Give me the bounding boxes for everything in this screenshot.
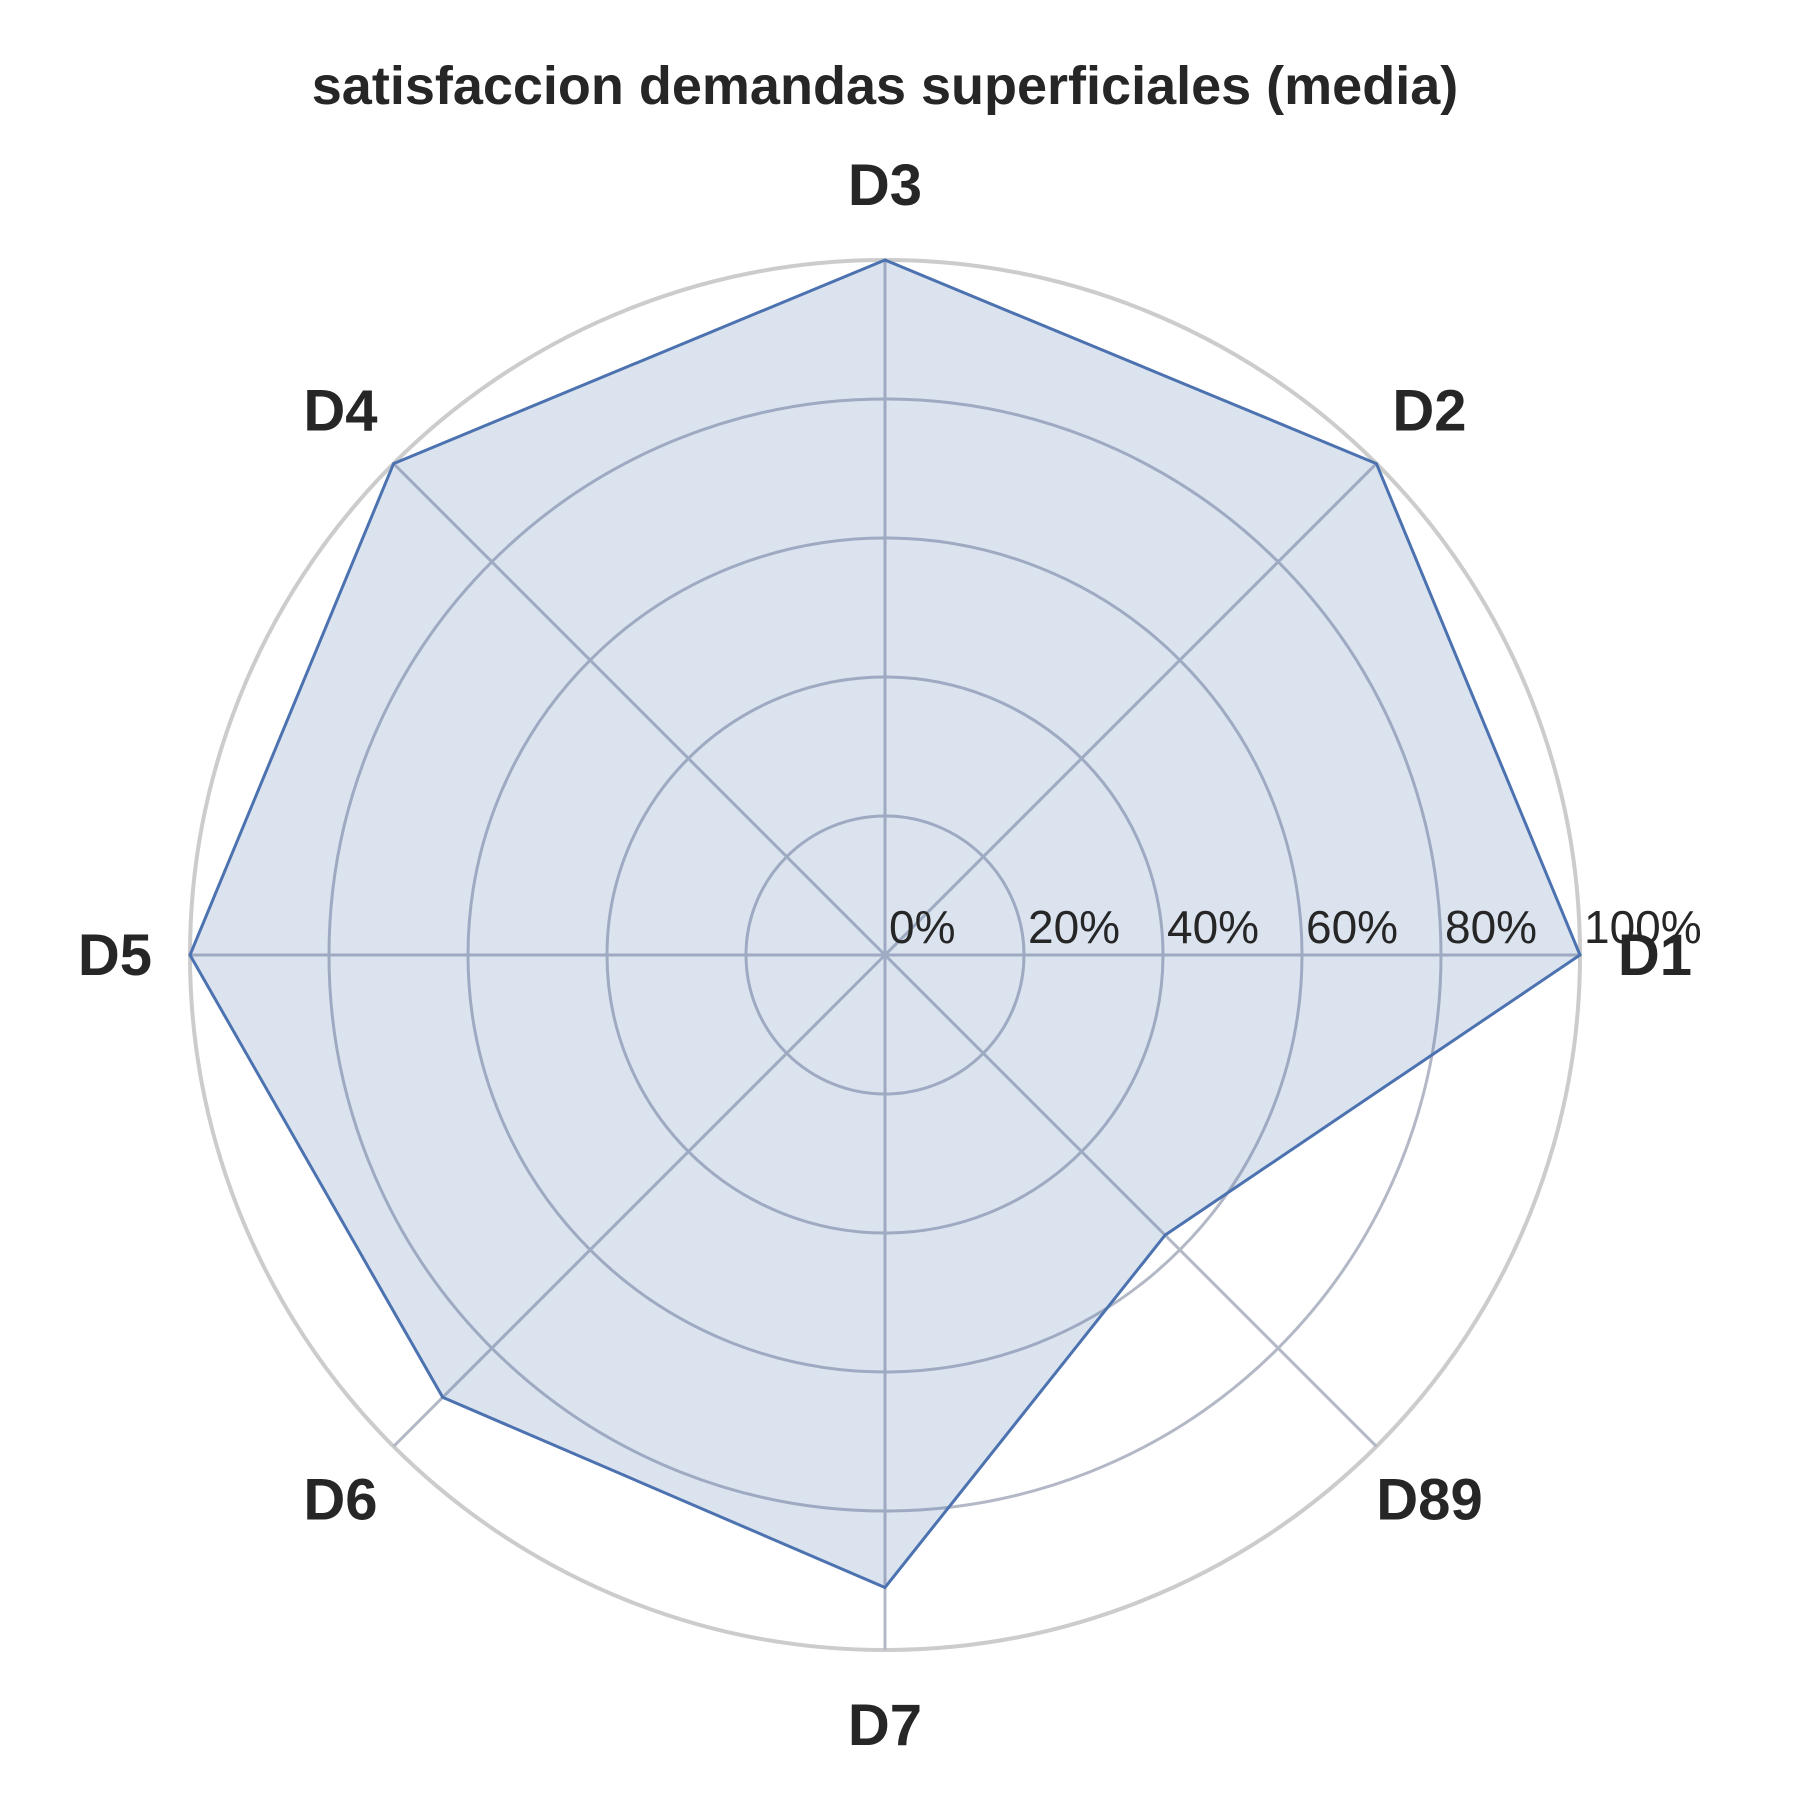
category-label-D6: D6: [303, 1468, 377, 1533]
category-labels: D1 D2 D3 D4 D5 D6 D7 D89: [78, 153, 1692, 1758]
r-tick-label: 100%: [1584, 901, 1702, 953]
category-label-D4: D4: [303, 379, 377, 444]
r-tick-label: 0%: [889, 901, 955, 953]
r-tick-label: 60%: [1306, 901, 1398, 953]
grid-spoke: [883, 462, 1378, 957]
category-label-D5: D5: [78, 923, 152, 988]
chart-title: satisfaccion demandas superficiales (med…: [312, 56, 1458, 116]
category-label-D2: D2: [1392, 379, 1466, 444]
category-label-D3: D3: [848, 153, 922, 218]
category-label-D1: D1: [1618, 923, 1692, 988]
radial-tick-labels: 0% 20% 40% 60% 80% 100%: [889, 901, 1702, 953]
data-series: [188, 258, 1582, 1590]
grid-spoke: [883, 953, 1378, 1448]
series-area: [188, 258, 1582, 1590]
category-label-D7: D7: [848, 1693, 922, 1758]
grid-spoke: [392, 462, 887, 957]
grid-spoke: [392, 953, 887, 1448]
r-tick-label: 40%: [1167, 901, 1259, 953]
r-tick-label: 20%: [1028, 901, 1120, 953]
r-tick-label: 80%: [1445, 901, 1537, 953]
category-label-D89: D89: [1376, 1468, 1482, 1533]
